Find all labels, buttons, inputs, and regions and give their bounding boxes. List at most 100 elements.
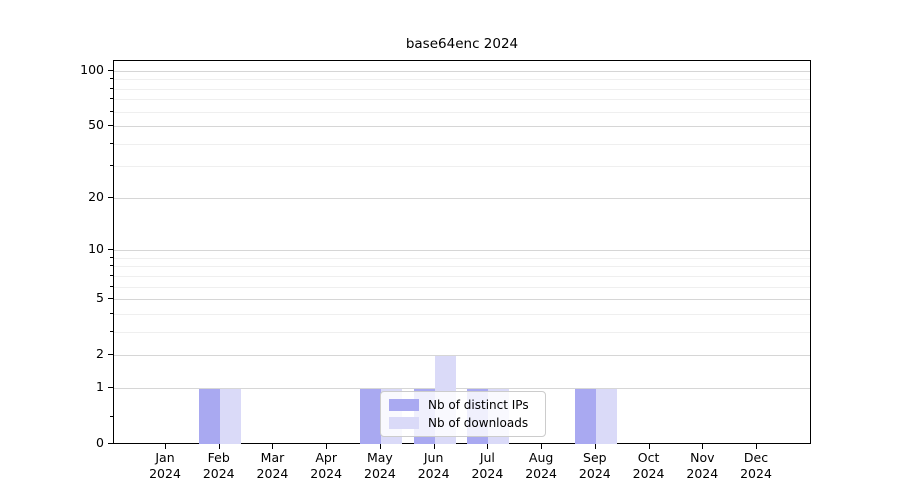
x-tick-label-apr: Apr 2024 xyxy=(294,450,358,482)
x-tick-label-nov: Nov 2024 xyxy=(670,450,734,482)
gridline-minor-4 xyxy=(114,313,810,315)
legend-entry-downloads: Nb of downloads xyxy=(389,416,537,430)
y-minor-tick-70 xyxy=(110,98,113,100)
x-tick-label-jun: Jun 2024 xyxy=(402,450,466,482)
x-tick-jul xyxy=(487,444,489,449)
x-tick-month-oct: Oct xyxy=(637,450,660,465)
x-tick-year-oct: 2024 xyxy=(632,466,665,481)
x-tick-month-jul: Jul xyxy=(479,450,495,465)
y-minor-tick-0.4 xyxy=(110,415,113,417)
gridline-minor-7 xyxy=(114,275,810,277)
y-tick-label-10: 10 xyxy=(88,241,104,257)
chart-title: base64enc 2024 xyxy=(405,36,519,52)
x-tick-month-jun: Jun xyxy=(423,450,444,465)
x-tick-year-feb: 2024 xyxy=(202,466,235,481)
y-tick-100 xyxy=(108,70,113,71)
y-minor-tick-60 xyxy=(110,110,113,112)
gridline-minor-3 xyxy=(114,331,810,333)
legend-entry-distinct-ips: Nb of distinct IPs xyxy=(389,398,537,412)
x-tick-dec xyxy=(756,444,758,449)
x-tick-label-jan: Jan 2024 xyxy=(133,450,197,482)
y-tick-label-0: 0 xyxy=(96,435,104,450)
x-tick-feb xyxy=(218,444,220,449)
y-minor-tick-6 xyxy=(110,285,113,287)
x-tick-month-mar: Mar xyxy=(260,450,285,465)
y-minor-tick-7 xyxy=(110,274,113,276)
x-tick-month-apr: Apr xyxy=(315,450,337,465)
gridline-major-50 xyxy=(114,126,810,128)
x-tick-jan xyxy=(165,444,166,449)
x-tick-year-jun: 2024 xyxy=(417,466,450,481)
gridline-minor-8 xyxy=(114,266,810,268)
x-tick-label-jul: Jul 2024 xyxy=(455,450,519,482)
y-tick-5 xyxy=(108,298,113,300)
gridline-minor-70 xyxy=(114,99,810,101)
x-tick-year-jul: 2024 xyxy=(471,466,504,481)
y-tick-label-2: 2 xyxy=(96,346,104,362)
x-tick-sep xyxy=(594,444,596,449)
bar-downloads-sep xyxy=(595,388,617,444)
x-tick-year-dec: 2024 xyxy=(740,466,772,481)
x-tick-month-nov: Nov xyxy=(690,450,715,465)
x-tick-year-aug: 2024 xyxy=(525,466,558,481)
gridline-major-5 xyxy=(114,299,810,301)
x-tick-jun xyxy=(433,444,435,449)
x-tick-month-aug: Aug xyxy=(528,450,554,465)
y-minor-tick-8 xyxy=(110,265,113,267)
gridline-major-10 xyxy=(114,250,810,252)
plot-area xyxy=(113,60,811,444)
gridline-major-1 xyxy=(114,387,810,389)
gridline-minor-6 xyxy=(114,286,810,288)
gridline-minor-9 xyxy=(114,257,810,259)
y-tick-label-100: 100 xyxy=(80,62,104,77)
y-minor-tick-30 xyxy=(110,165,113,167)
y-minor-tick-4 xyxy=(110,312,113,314)
y-tick-1 xyxy=(108,386,113,388)
y-tick-label-50: 50 xyxy=(88,117,104,133)
x-tick-label-feb: Feb 2024 xyxy=(187,450,251,482)
y-minor-tick-9 xyxy=(110,256,113,258)
x-tick-month-may: May xyxy=(366,450,393,465)
x-tick-label-aug: Aug 2024 xyxy=(509,450,573,482)
x-tick-year-sep: 2024 xyxy=(578,466,611,481)
gridline-minor-40 xyxy=(114,143,810,145)
x-tick-year-apr: 2024 xyxy=(310,466,343,481)
x-tick-month-sep: Sep xyxy=(583,450,607,465)
x-tick-mar xyxy=(272,444,274,449)
y-tick-label-20: 20 xyxy=(88,188,104,204)
y-tick-0 xyxy=(108,443,113,444)
y-tick-10 xyxy=(108,249,113,251)
gridline-major-2 xyxy=(114,355,810,357)
x-tick-label-mar: Mar 2024 xyxy=(240,450,304,482)
x-tick-month-feb: Feb xyxy=(207,450,230,465)
gridline-minor-30 xyxy=(114,166,810,168)
bar-distinct-ips-may xyxy=(359,388,381,444)
gridline-minor-60 xyxy=(114,111,810,113)
y-minor-tick-80 xyxy=(110,87,113,89)
legend-swatch-distinct-ips xyxy=(389,399,419,411)
x-tick-label-oct: Oct 2024 xyxy=(617,450,681,482)
legend-label-distinct-ips: Nb of distinct IPs xyxy=(428,398,529,412)
bar-downloads-feb xyxy=(219,388,241,444)
legend: Nb of distinct IPs Nb of downloads xyxy=(380,391,546,437)
y-tick-label-5: 5 xyxy=(96,290,104,306)
y-minor-tick-90 xyxy=(110,78,113,80)
bar-distinct-ips-feb xyxy=(198,388,220,444)
y-tick-2 xyxy=(108,354,113,356)
x-tick-oct xyxy=(648,444,650,449)
x-tick-apr xyxy=(326,444,328,449)
gridline-major-100 xyxy=(114,71,810,72)
legend-swatch-downloads xyxy=(389,417,419,429)
x-tick-label-may: May 2024 xyxy=(348,450,412,482)
y-tick-label-1: 1 xyxy=(96,378,104,394)
x-tick-year-nov: 2024 xyxy=(686,466,719,481)
x-tick-label-sep: Sep 2024 xyxy=(563,450,627,482)
y-tick-50 xyxy=(108,125,113,127)
legend-label-downloads: Nb of downloads xyxy=(428,416,529,430)
y-minor-tick-3 xyxy=(110,330,113,332)
gridline-major-20 xyxy=(114,197,810,199)
y-tick-20 xyxy=(108,196,113,198)
bar-distinct-ips-sep xyxy=(574,388,596,444)
y-minor-tick-40 xyxy=(110,142,113,144)
